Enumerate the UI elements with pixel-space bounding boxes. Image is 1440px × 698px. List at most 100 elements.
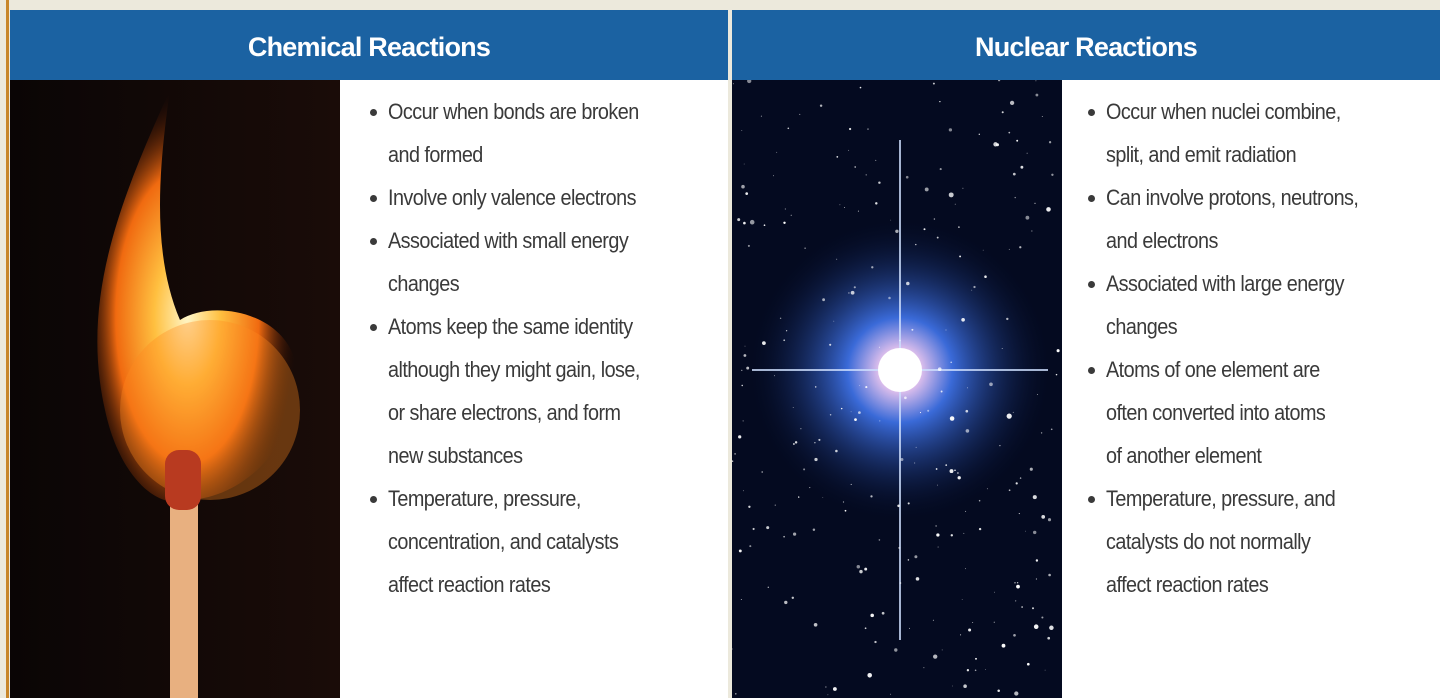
star — [949, 469, 954, 474]
star — [1032, 607, 1034, 610]
star — [732, 460, 734, 463]
star — [961, 317, 965, 322]
star — [906, 281, 910, 286]
star — [870, 495, 873, 498]
star — [853, 286, 856, 289]
star — [793, 443, 795, 445]
star — [864, 627, 867, 630]
star — [963, 684, 967, 688]
star — [1008, 131, 1011, 134]
star — [973, 285, 976, 289]
star — [854, 418, 857, 421]
star — [836, 156, 839, 158]
star — [901, 382, 903, 384]
star — [822, 497, 824, 498]
star — [774, 375, 775, 377]
bullet-text: Can involve protons, neutrons, — [1106, 185, 1359, 210]
star — [898, 546, 901, 549]
star — [954, 469, 956, 471]
star — [741, 184, 745, 189]
star — [1009, 100, 1015, 106]
star — [738, 549, 742, 553]
star — [1035, 80, 1037, 82]
star — [784, 600, 788, 605]
star — [794, 441, 798, 444]
star — [767, 586, 770, 589]
star — [875, 202, 878, 205]
star — [809, 487, 811, 489]
star — [829, 343, 832, 346]
bullet-text: and formed — [388, 142, 483, 167]
star — [875, 159, 877, 161]
star — [741, 130, 743, 132]
star — [937, 367, 942, 372]
star — [814, 457, 818, 462]
star — [1035, 559, 1039, 562]
star — [941, 649, 943, 651]
star — [907, 502, 910, 505]
bullet-text: Temperature, pressure, and — [1106, 486, 1336, 511]
star — [911, 328, 914, 331]
star — [888, 351, 893, 355]
star — [978, 527, 982, 531]
bullet-text: concentration, and catalysts — [388, 529, 619, 554]
star — [904, 396, 907, 400]
star — [994, 591, 996, 593]
star — [1019, 246, 1022, 249]
star — [984, 275, 987, 278]
bullet — [370, 238, 377, 245]
star — [995, 143, 1000, 147]
star — [894, 648, 898, 652]
star — [997, 689, 1000, 692]
star — [871, 266, 874, 269]
star — [818, 438, 821, 441]
star — [848, 127, 852, 131]
bullet-text: changes — [1106, 314, 1178, 339]
star — [915, 243, 917, 246]
star — [752, 527, 755, 531]
star — [843, 206, 846, 209]
star — [975, 657, 977, 660]
bullet-text: Temperature, pressure, — [388, 486, 581, 511]
star — [895, 229, 899, 233]
star — [1016, 582, 1019, 584]
star — [935, 525, 937, 527]
star — [965, 429, 970, 433]
star-image — [732, 80, 1062, 698]
edge — [6, 0, 9, 698]
star — [798, 496, 800, 498]
star — [1001, 348, 1003, 350]
star — [774, 504, 776, 506]
star — [890, 693, 892, 695]
star — [1008, 489, 1011, 492]
star — [989, 382, 993, 387]
star — [899, 582, 902, 584]
star — [997, 80, 1001, 82]
star — [800, 428, 802, 430]
star — [878, 346, 880, 348]
star — [761, 471, 764, 473]
star — [985, 668, 987, 670]
star — [1026, 662, 1030, 666]
star — [932, 82, 935, 85]
star — [914, 555, 918, 559]
star — [819, 104, 823, 107]
star — [766, 526, 770, 530]
star — [858, 411, 861, 414]
star — [993, 621, 995, 623]
star — [878, 181, 881, 184]
star — [784, 208, 786, 210]
star — [743, 354, 747, 357]
star — [865, 386, 868, 389]
star — [749, 545, 752, 548]
star — [829, 414, 832, 416]
star — [905, 175, 909, 179]
star — [832, 687, 837, 691]
star — [954, 203, 956, 205]
star — [1051, 173, 1054, 176]
star — [747, 244, 750, 247]
star — [1032, 530, 1037, 535]
star — [933, 654, 938, 659]
star — [923, 667, 925, 669]
star — [1044, 669, 1046, 671]
